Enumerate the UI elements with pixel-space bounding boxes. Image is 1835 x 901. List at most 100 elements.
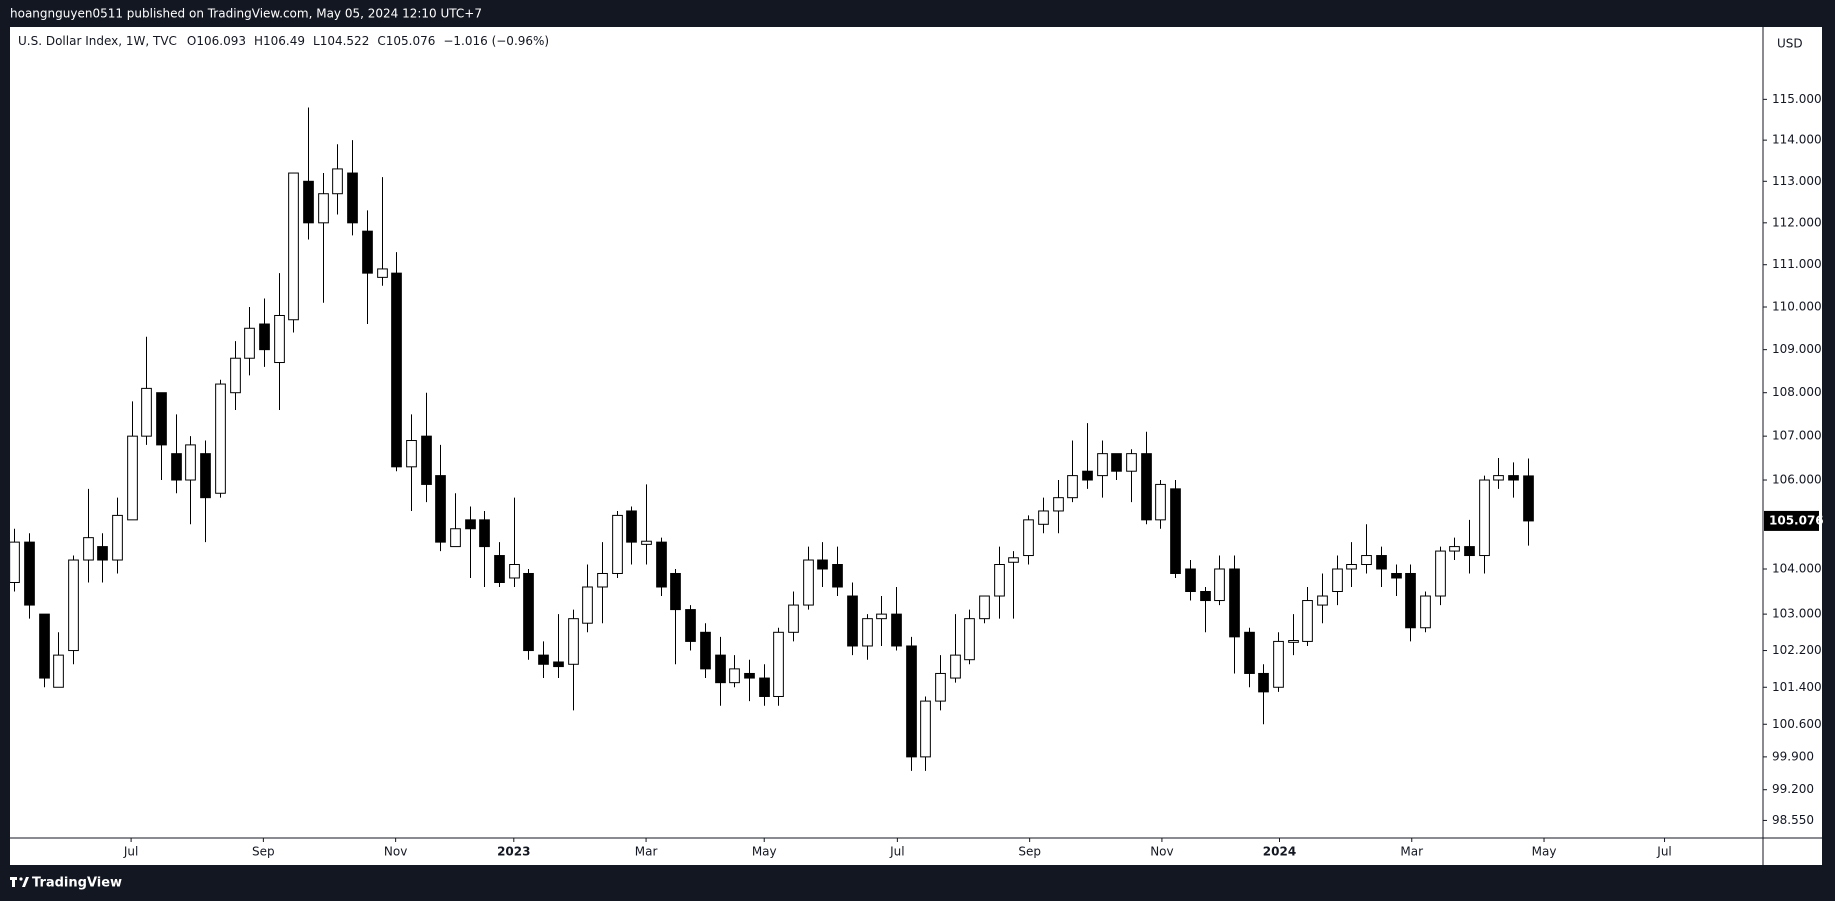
legend-ohlc-value: 104.522 (320, 34, 370, 48)
candle-body (862, 618, 873, 647)
candle-body (83, 537, 94, 561)
candle-body (1200, 591, 1211, 602)
candle-body (538, 654, 549, 665)
candles (10, 107, 1534, 771)
candle-body (876, 613, 887, 620)
candle-body (715, 654, 726, 684)
candle-body (10, 541, 20, 583)
x-tick-label: 2024 (1263, 845, 1296, 859)
candle-body (685, 609, 696, 642)
candle-body (1435, 550, 1446, 597)
candle-body (773, 631, 784, 697)
candle-body (171, 453, 182, 481)
candle-body (141, 387, 152, 437)
candle-body (788, 604, 799, 633)
candle-body (1067, 475, 1078, 499)
candle-body (612, 514, 623, 574)
candle-body (1244, 631, 1255, 674)
candle-body (494, 555, 505, 583)
logo-dot (19, 877, 23, 881)
footer-brand: TradingView (32, 876, 122, 891)
candle-body (1508, 475, 1519, 481)
y-tick-label: 113.000 (1772, 174, 1822, 188)
candle-body (920, 700, 931, 758)
y-tick-label: 114.000 (1772, 133, 1822, 147)
candle-body (53, 654, 64, 688)
x-tick-label: Nov (1150, 845, 1173, 859)
candle-body (332, 168, 343, 195)
candle-body (950, 654, 961, 679)
candle-body (347, 172, 358, 224)
candle-body (1405, 572, 1416, 629)
y-tick-label: 99.900 (1772, 749, 1814, 763)
legend-ohlc-value: 106.49 (263, 34, 305, 48)
candle-body (935, 672, 946, 702)
candle-body (847, 595, 858, 647)
legend: U.S. Dollar Index, 1W, TVC O106.093 H106.4… (18, 34, 549, 48)
candle-body (1273, 640, 1284, 688)
candle-body (112, 514, 123, 561)
candle-body (1126, 453, 1137, 472)
candle-body (215, 383, 226, 494)
candle-body (1332, 568, 1343, 593)
candle-body (1361, 555, 1372, 566)
candle-body (450, 528, 461, 548)
candle-body (230, 357, 241, 394)
legend-ohlc-prefix: H (254, 34, 263, 48)
candle-body (891, 613, 902, 647)
candle-body (288, 172, 299, 321)
candle-body (1082, 470, 1093, 481)
x-tick-label: Sep (1018, 845, 1041, 859)
candle-body (1023, 519, 1034, 557)
y-tick-label: 112.000 (1772, 215, 1822, 229)
candle-body (68, 559, 79, 652)
footer-logo (10, 877, 29, 887)
candle-body (1185, 568, 1196, 593)
candle-body (832, 564, 843, 588)
legend-change: −1.016 (−0.96%) (443, 34, 549, 48)
candle-body (582, 586, 593, 624)
candle-body (523, 572, 534, 652)
candle-body (744, 672, 755, 679)
candle-body (656, 541, 667, 588)
candle-body (509, 564, 520, 579)
candle-body (803, 559, 814, 606)
y-tick-label: 103.000 (1772, 607, 1822, 621)
candle-body (421, 435, 432, 485)
candle-body (97, 546, 108, 561)
legend-ohlc-prefix: L (313, 34, 320, 48)
candle-body (1302, 600, 1313, 642)
candle-body (979, 595, 990, 620)
y-tick-label: 111.000 (1772, 257, 1822, 271)
y-tick-label: 106.000 (1772, 473, 1822, 487)
x-tick-label: 2023 (497, 845, 530, 859)
y-tick-label: 98.550 (1772, 813, 1814, 827)
y-tick-label: 108.000 (1772, 385, 1822, 399)
candle-body (568, 618, 579, 665)
x-tick-label: Mar (635, 845, 658, 859)
last-price-box (1764, 510, 1819, 531)
candle-body (318, 193, 329, 224)
candle-body (1376, 555, 1387, 570)
candle-body (1229, 568, 1240, 638)
candle-body (1464, 546, 1475, 557)
candle-body (1317, 595, 1328, 606)
candle-body (1346, 564, 1357, 570)
candle-body (24, 541, 35, 606)
candle-body (391, 272, 402, 468)
publish-info: hoangnguyen0511 published on TradingView… (10, 7, 482, 21)
y-tick-label: 107.000 (1772, 429, 1822, 443)
legend-symbol: U.S. Dollar Index, 1W, TVC (18, 34, 177, 48)
y-tick-label: 104.000 (1772, 561, 1822, 575)
candle-body (670, 572, 681, 611)
candle-body (1141, 453, 1152, 521)
y-tick-label: 110.000 (1772, 299, 1822, 313)
y-tick-label: 100.600 (1772, 717, 1822, 731)
candle-body (994, 564, 1005, 597)
x-tick-label: Mar (1400, 845, 1423, 859)
candle-body (244, 327, 255, 359)
candle-body (406, 440, 417, 468)
candle-body (127, 435, 138, 521)
x-tick-label: Jul (889, 845, 904, 859)
candle-body (729, 668, 740, 684)
